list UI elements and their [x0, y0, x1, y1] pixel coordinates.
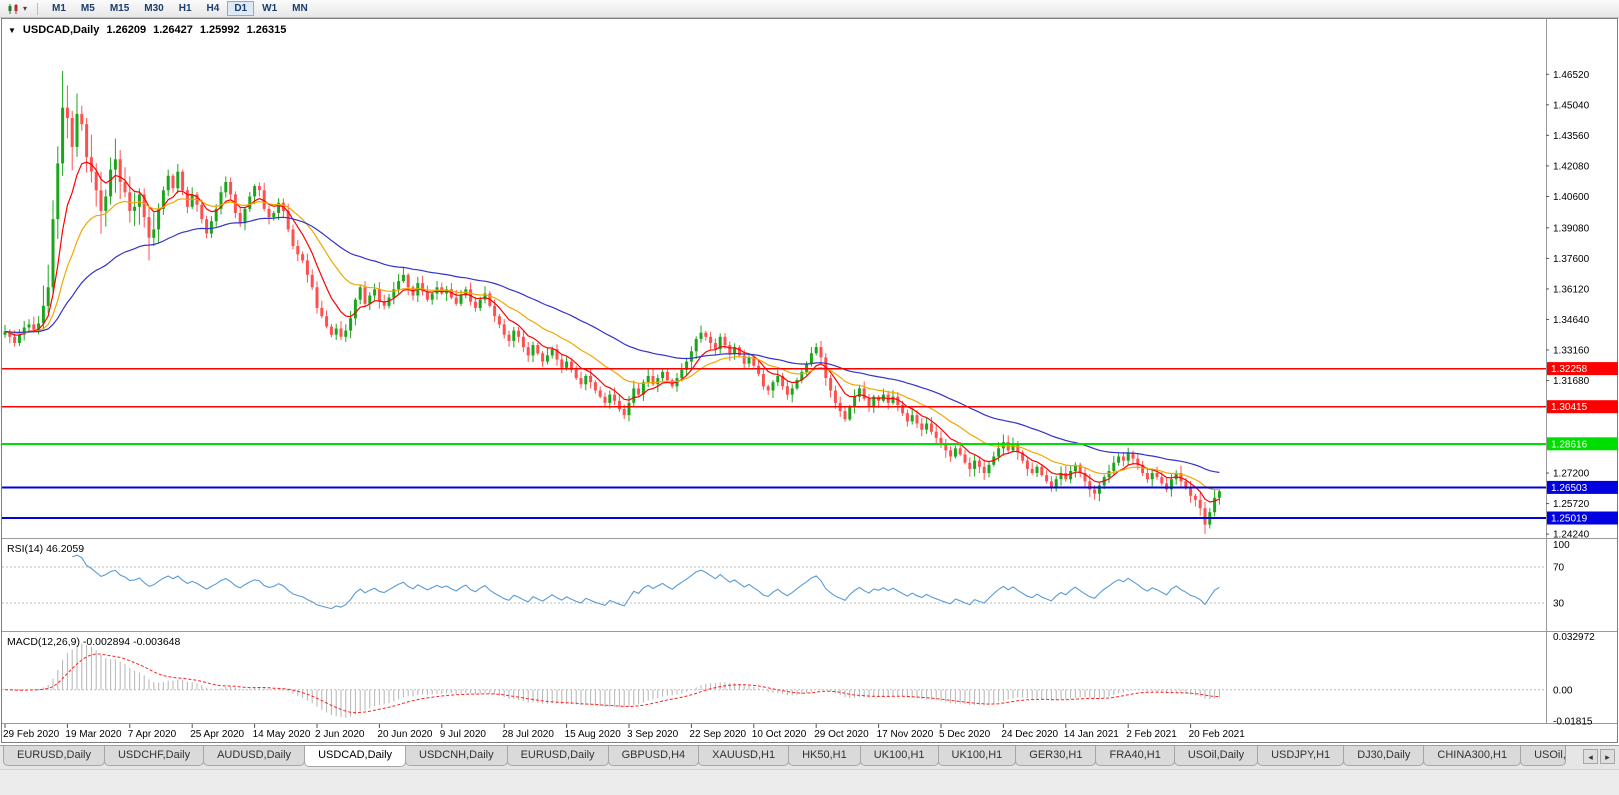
svg-text:1.32258: 1.32258 — [1551, 364, 1588, 375]
svg-text:19 Mar 2020: 19 Mar 2020 — [65, 729, 122, 740]
tab-usdjpy-h1[interactable]: USDJPY,H1 — [1257, 746, 1345, 766]
chart-tab-bar: EURUSD,Daily USDCHF,Daily AUDUSD,Daily U… — [0, 745, 1619, 769]
timeframe-button-m1[interactable]: M1 — [45, 1, 73, 16]
svg-text:7 Apr 2020: 7 Apr 2020 — [128, 729, 177, 740]
moving-averages-layer — [4, 161, 1220, 503]
svg-text:24 Dec 2020: 24 Dec 2020 — [1001, 729, 1058, 740]
svg-text:9 Jul 2020: 9 Jul 2020 — [440, 729, 487, 740]
tab-eurusd-daily-1[interactable]: EURUSD,Daily — [3, 746, 105, 766]
svg-text:28 Jul 2020: 28 Jul 2020 — [502, 729, 554, 740]
rsi-line — [72, 554, 1220, 610]
svg-text:1.46520: 1.46520 — [1553, 70, 1590, 81]
svg-text:22 Sep 2020: 22 Sep 2020 — [689, 729, 746, 740]
timeframe-button-h1[interactable]: H1 — [172, 1, 199, 16]
dropdown-caret-icon: ▾ — [23, 3, 28, 13]
ohlc-low-value: 1.25992 — [199, 24, 240, 36]
svg-text:5 Dec 2020: 5 Dec 2020 — [939, 729, 991, 740]
svg-text:14 May 2020: 14 May 2020 — [253, 729, 311, 740]
tab-uk100-h1-2[interactable]: UK100,H1 — [937, 746, 1017, 766]
timeframe-toolbar: ▾ M1 M5 M15 M30 H1 H4 D1 W1 MN — [0, 0, 1619, 18]
timeframe-button-w1[interactable]: W1 — [255, 1, 284, 16]
svg-text:1.27200: 1.27200 — [1553, 469, 1590, 480]
svg-text:20 Feb 2021: 20 Feb 2021 — [1189, 729, 1246, 740]
timeframe-button-h4[interactable]: H4 — [200, 1, 227, 16]
ohlc-close-value: 1.26315 — [246, 24, 287, 36]
tab-eurusd-daily-2[interactable]: EURUSD,Daily — [506, 746, 609, 766]
svg-text:1.33160: 1.33160 — [1553, 346, 1590, 357]
timeframe-button-m15[interactable]: M15 — [103, 1, 136, 16]
chart-title: ▼ USDCAD,Daily 1.26209 1.26427 1.25992 1… — [8, 24, 286, 36]
toolbar-separator — [37, 2, 39, 15]
tab-gbpusd-h4[interactable]: GBPUSD,H4 — [607, 746, 700, 766]
macd-signal-line — [5, 653, 1220, 714]
macd-histogram-layer — [9, 643, 1220, 718]
rsi-indicator-label: RSI(14) 46.2059 — [7, 543, 85, 555]
tab-usdchf-daily[interactable]: USDCHF,Daily — [103, 746, 205, 766]
svg-text:1.39080: 1.39080 — [1553, 223, 1590, 234]
timeframe-button-m30[interactable]: M30 — [137, 1, 170, 16]
svg-text:1.25720: 1.25720 — [1553, 499, 1590, 510]
svg-text:1.42080: 1.42080 — [1553, 161, 1590, 172]
tab-ger30-h1[interactable]: GER30,H1 — [1015, 746, 1097, 766]
tab-audusd-daily[interactable]: AUDUSD,Daily — [203, 746, 306, 766]
svg-text:29 Feb 2020: 29 Feb 2020 — [3, 729, 60, 740]
chart-type-dropdown[interactable]: ▾ — [4, 2, 30, 16]
ohlc-open-value: 1.26209 — [106, 24, 147, 36]
svg-text:0.032972: 0.032972 — [1553, 632, 1595, 643]
status-bar — [0, 769, 1619, 795]
timeframe-button-m5[interactable]: M5 — [74, 1, 102, 16]
svg-text:1.40600: 1.40600 — [1553, 192, 1590, 203]
chart-collapse-icon[interactable]: ▼ — [8, 25, 16, 35]
svg-text:1.45040: 1.45040 — [1553, 100, 1590, 111]
svg-text:1.26503: 1.26503 — [1551, 483, 1588, 494]
tab-usoil-partial[interactable]: USOil, — [1520, 746, 1567, 766]
svg-text:17 Nov 2020: 17 Nov 2020 — [877, 729, 934, 740]
tab-scroll-controls: ◂ ▸ — [1579, 746, 1619, 764]
svg-text:3 Sep 2020: 3 Sep 2020 — [627, 729, 679, 740]
timeframe-button-mn[interactable]: MN — [285, 1, 315, 16]
svg-text:2 Feb 2021: 2 Feb 2021 — [1126, 729, 1177, 740]
svg-text:29 Oct 2020: 29 Oct 2020 — [814, 729, 869, 740]
tab-usoil-daily[interactable]: USOil,Daily — [1173, 746, 1259, 766]
svg-text:1.36120: 1.36120 — [1553, 284, 1590, 295]
svg-text:1.37600: 1.37600 — [1553, 254, 1590, 265]
timeframe-button-d1[interactable]: D1 — [227, 1, 255, 16]
price-chart-canvas[interactable]: 1.46520 1.45040 1.43560 1.42080 1.40600 1.390… — [0, 18, 1619, 745]
svg-text:30: 30 — [1553, 599, 1565, 610]
svg-text:1.43560: 1.43560 — [1553, 131, 1590, 142]
macd-indicator-label: MACD(12,26,9) -0.002894 -0.003648 — [7, 636, 181, 648]
svg-text:10 Oct 2020: 10 Oct 2020 — [752, 729, 807, 740]
tab-fra40-h1[interactable]: FRA40,H1 — [1095, 746, 1175, 766]
tab-uk100-h1-1[interactable]: UK100,H1 — [859, 746, 939, 766]
svg-text:20 Jun 2020: 20 Jun 2020 — [377, 729, 432, 740]
chart-symbol-label: USDCAD,Daily — [22, 24, 100, 36]
svg-text:70: 70 — [1553, 563, 1565, 574]
tab-scroll-right-icon[interactable]: ▸ — [1600, 749, 1615, 764]
svg-text:100: 100 — [1553, 540, 1570, 551]
tab-scroll-left-icon[interactable]: ◂ — [1583, 749, 1598, 764]
svg-text:0.00: 0.00 — [1553, 685, 1573, 696]
svg-text:14 Jan 2021: 14 Jan 2021 — [1064, 729, 1119, 740]
svg-text:-0.01815: -0.01815 — [1553, 717, 1593, 728]
chart-window[interactable]: 1.46520 1.45040 1.43560 1.42080 1.40600 1.390… — [0, 18, 1619, 745]
svg-text:15 Aug 2020: 15 Aug 2020 — [565, 729, 622, 740]
svg-text:1.30415: 1.30415 — [1551, 402, 1588, 413]
tab-china300-h1[interactable]: CHINA300,H1 — [1423, 746, 1522, 766]
tab-usdcnh-daily[interactable]: USDCNH,Daily — [405, 746, 508, 766]
svg-text:1.25019: 1.25019 — [1551, 514, 1588, 525]
tab-hk50-h1[interactable]: HK50,H1 — [788, 746, 861, 766]
ohlc-high-value: 1.26427 — [153, 24, 193, 36]
svg-text:1.24240: 1.24240 — [1553, 530, 1590, 541]
svg-text:1.28616: 1.28616 — [1551, 439, 1588, 450]
candlestick-chart-icon — [8, 3, 18, 14]
tab-usdcad-daily[interactable]: USDCAD,Daily — [304, 746, 407, 767]
svg-text:2 Jun 2020: 2 Jun 2020 — [315, 729, 365, 740]
svg-text:25 Apr 2020: 25 Apr 2020 — [190, 729, 244, 740]
svg-text:1.31680: 1.31680 — [1553, 376, 1590, 387]
horizontal-lines-layer: 1.32258 1.30415 1.28616 1.26503 1.25019 — [2, 362, 1618, 525]
svg-text:1.34640: 1.34640 — [1553, 315, 1590, 326]
tab-dj30-daily[interactable]: DJ30,Daily — [1343, 746, 1425, 766]
tab-xauusd-h1[interactable]: XAUUSD,H1 — [698, 746, 790, 766]
